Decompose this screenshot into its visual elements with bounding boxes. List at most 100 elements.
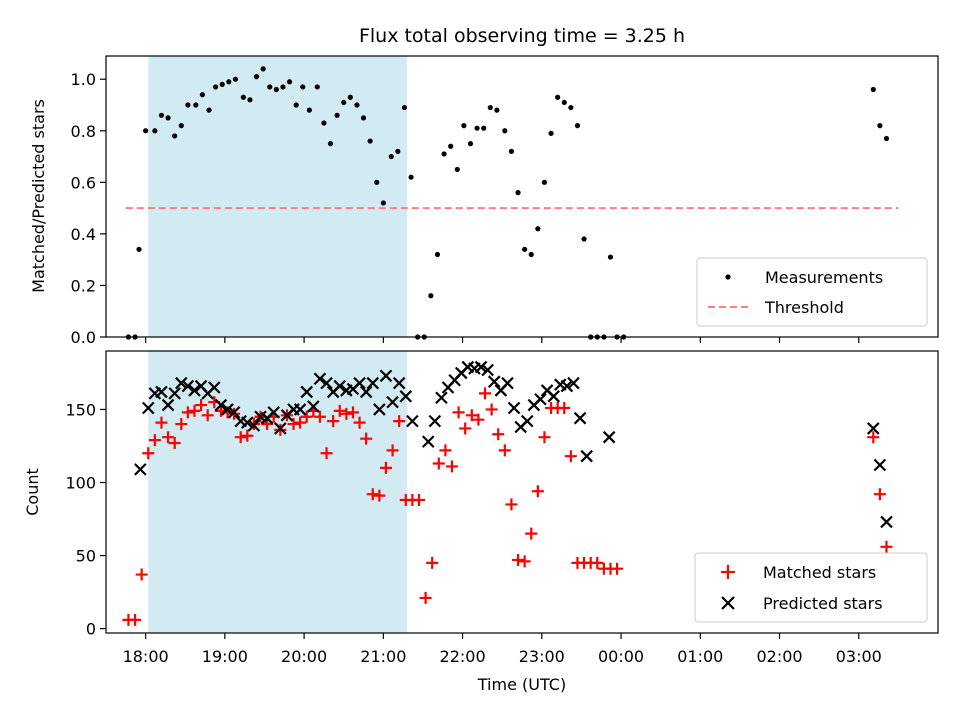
matched-star-point [459, 422, 472, 435]
bottom-panel-frame [105, 350, 939, 634]
bottom-legend-frame [694, 552, 928, 623]
predicted-star-point [300, 385, 314, 399]
predicted-star-point [567, 376, 580, 390]
top-panel-shaded-interval [148, 56, 408, 337]
matched-star-point [611, 562, 624, 575]
measurement-point [380, 200, 386, 206]
matched-star-point [287, 418, 300, 431]
matched-star-point [360, 432, 373, 445]
matched-star-point [353, 416, 366, 429]
bottom-y-tick-label: 0 [86, 620, 96, 639]
matched-star-point [327, 415, 340, 428]
measurement-point [448, 143, 454, 149]
bottom-y-tick-label: 100 [65, 474, 96, 493]
predicted-star-point [421, 435, 435, 448]
measurement-point [607, 254, 614, 260]
measurement-point [454, 166, 460, 173]
matched-star-point [155, 416, 168, 429]
predicted-star-point [602, 430, 616, 444]
measurement-point [226, 79, 232, 85]
measurement-point [193, 102, 199, 108]
bottom-panel-y-ticks: 0 50 100 150 [65, 400, 106, 639]
predicted-star-point [208, 381, 221, 394]
legend-measurements-label: Measurements [765, 268, 883, 287]
predicted-star-point [267, 406, 280, 419]
top-panel-frame [105, 55, 939, 338]
measurement-point [541, 179, 548, 185]
predicted-star-point [333, 379, 347, 393]
predicted-star-point [399, 390, 413, 403]
top-y-tick-label: 0.4 [71, 225, 96, 244]
predicted-star-point [241, 416, 254, 429]
measurement-point [555, 94, 561, 100]
predicted-stars-points [134, 360, 893, 529]
measurement-point [178, 123, 184, 129]
matched-star-point [531, 485, 544, 498]
predicted-star-point [188, 384, 201, 397]
top-y-tick-label: 0.8 [71, 122, 96, 141]
predicted-star-point [221, 403, 234, 416]
matched-stars-points [122, 387, 893, 626]
top-panel-y-ticks: 0.0 0.2 0.4 0.6 0.8 1.0 [71, 70, 106, 347]
measurement-point [334, 112, 340, 118]
matched-star-point [492, 428, 505, 441]
predicted-star-point [155, 385, 168, 399]
matched-star-point [333, 404, 346, 417]
predicted-star-point [227, 406, 241, 419]
measurement-point [199, 92, 206, 98]
predicted-star-point [320, 376, 333, 390]
matched-star-point [412, 494, 425, 507]
predicted-star-point [181, 379, 195, 393]
matched-star-point [452, 406, 465, 419]
measurement-point [247, 97, 253, 103]
predicted-star-point [521, 414, 534, 428]
top-y-tick-label: 0.0 [71, 328, 96, 347]
measurement-point [367, 138, 373, 144]
predicted-star-point [134, 463, 147, 476]
matched-star-point [373, 489, 386, 502]
top-y-tick-label: 1.0 [71, 70, 96, 89]
bottom-panel-x-ticks: 18:00 19:00 20:00 21:00 22:00 23:00 00:00 01:00… [123, 633, 882, 666]
predicted-star-point [373, 403, 386, 416]
matched-star-point [320, 447, 333, 460]
x-tick-label: 19:00 [202, 647, 248, 666]
measurement-point [481, 125, 487, 131]
predicted-star-point [379, 369, 393, 383]
measurement-point [213, 84, 219, 90]
x-tick-label: 03:00 [836, 647, 882, 666]
predicted-star-point [307, 400, 320, 413]
legend-matched-stars-label: Matched stars [763, 563, 876, 582]
legend-measurements-marker [725, 274, 731, 280]
measurement-point [240, 94, 246, 100]
matched-star-point [162, 431, 175, 444]
matched-star-point [525, 527, 538, 540]
measurement-point [508, 148, 515, 154]
predicted-star-point [406, 414, 419, 428]
matched-star-point [591, 556, 604, 569]
matched-star-point [446, 460, 459, 473]
predicted-star-point [366, 376, 380, 390]
measurement-point [528, 251, 534, 258]
matched-star-point [485, 403, 498, 416]
matched-star-point [419, 591, 432, 604]
matched-star-point [426, 556, 439, 569]
matched-star-point [538, 431, 551, 444]
measurement-point [581, 236, 587, 242]
measurement-point [494, 107, 500, 113]
x-tick-label: 18:00 [123, 647, 169, 666]
predicted-star-point [573, 411, 587, 425]
measurement-point [408, 174, 414, 180]
matched-star-point [313, 410, 326, 423]
measurement-point [877, 123, 883, 129]
predicted-star-point [880, 515, 893, 529]
measurement-point [321, 120, 327, 126]
measurement-point [522, 246, 528, 252]
measurement-point [314, 84, 320, 90]
measurement-point [172, 133, 178, 139]
measurement-point [354, 102, 360, 108]
matched-star-point [234, 431, 247, 444]
x-tick-label: 02:00 [756, 647, 802, 666]
matched-star-point [518, 555, 531, 568]
measurement-point [327, 141, 334, 147]
top-y-tick-label: 0.2 [71, 276, 96, 295]
